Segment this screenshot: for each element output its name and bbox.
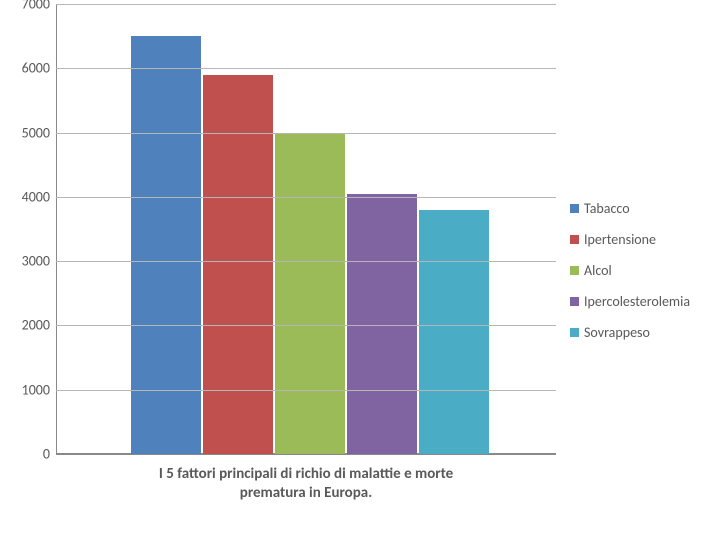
y-tick-label: 7000 xyxy=(22,0,50,13)
legend-marker xyxy=(570,204,579,213)
y-tick-label: 2000 xyxy=(22,317,50,334)
legend: Tabacco Ipertensione Alcol Ipercolesterolem… xyxy=(570,200,690,355)
x-axis-title-line2: prematura in Europa. xyxy=(240,484,372,502)
gridline xyxy=(56,325,556,326)
legend-marker xyxy=(570,266,579,275)
gridline xyxy=(56,390,556,391)
legend-item: Alcol xyxy=(570,262,690,279)
legend-label: Ipercolesterolemia xyxy=(584,293,690,310)
bar xyxy=(131,36,201,454)
legend-label: Sovrappeso xyxy=(584,324,650,341)
x-axis-title-line1: I 5 fattori principali di richio di mala… xyxy=(159,465,453,483)
legend-item: Tabacco xyxy=(570,200,690,217)
gridline xyxy=(56,197,556,198)
legend-marker xyxy=(570,328,579,337)
y-tick-label: 0 xyxy=(43,446,50,463)
y-tick-label: 1000 xyxy=(22,381,50,398)
legend-item: Ipertensione xyxy=(570,231,690,248)
legend-item: Sovrappeso xyxy=(570,324,690,341)
y-tick-label: 5000 xyxy=(22,124,50,141)
y-tick-label: 3000 xyxy=(22,253,50,270)
legend-marker xyxy=(570,297,579,306)
legend-label: Alcol xyxy=(584,262,612,279)
bars-group xyxy=(56,4,556,454)
gridline xyxy=(56,261,556,262)
bar xyxy=(347,194,417,454)
legend-label: Ipertensione xyxy=(584,231,656,248)
gridline xyxy=(56,68,556,69)
bar-chart: 01000200030004000500060007000 I 5 fattor… xyxy=(8,0,712,540)
legend-label: Tabacco xyxy=(584,200,630,217)
bar xyxy=(419,210,489,454)
legend-item: Ipercolesterolemia xyxy=(570,293,690,310)
y-tick-label: 6000 xyxy=(22,60,50,77)
legend-marker xyxy=(570,235,579,244)
x-axis-title: I 5 fattori principali di richio di mala… xyxy=(56,465,556,503)
bar xyxy=(275,133,345,454)
gridline xyxy=(56,133,556,134)
y-tick-label: 4000 xyxy=(22,188,50,205)
plot-area: 01000200030004000500060007000 xyxy=(56,4,556,454)
gridline xyxy=(56,4,556,5)
gridline xyxy=(56,454,556,455)
